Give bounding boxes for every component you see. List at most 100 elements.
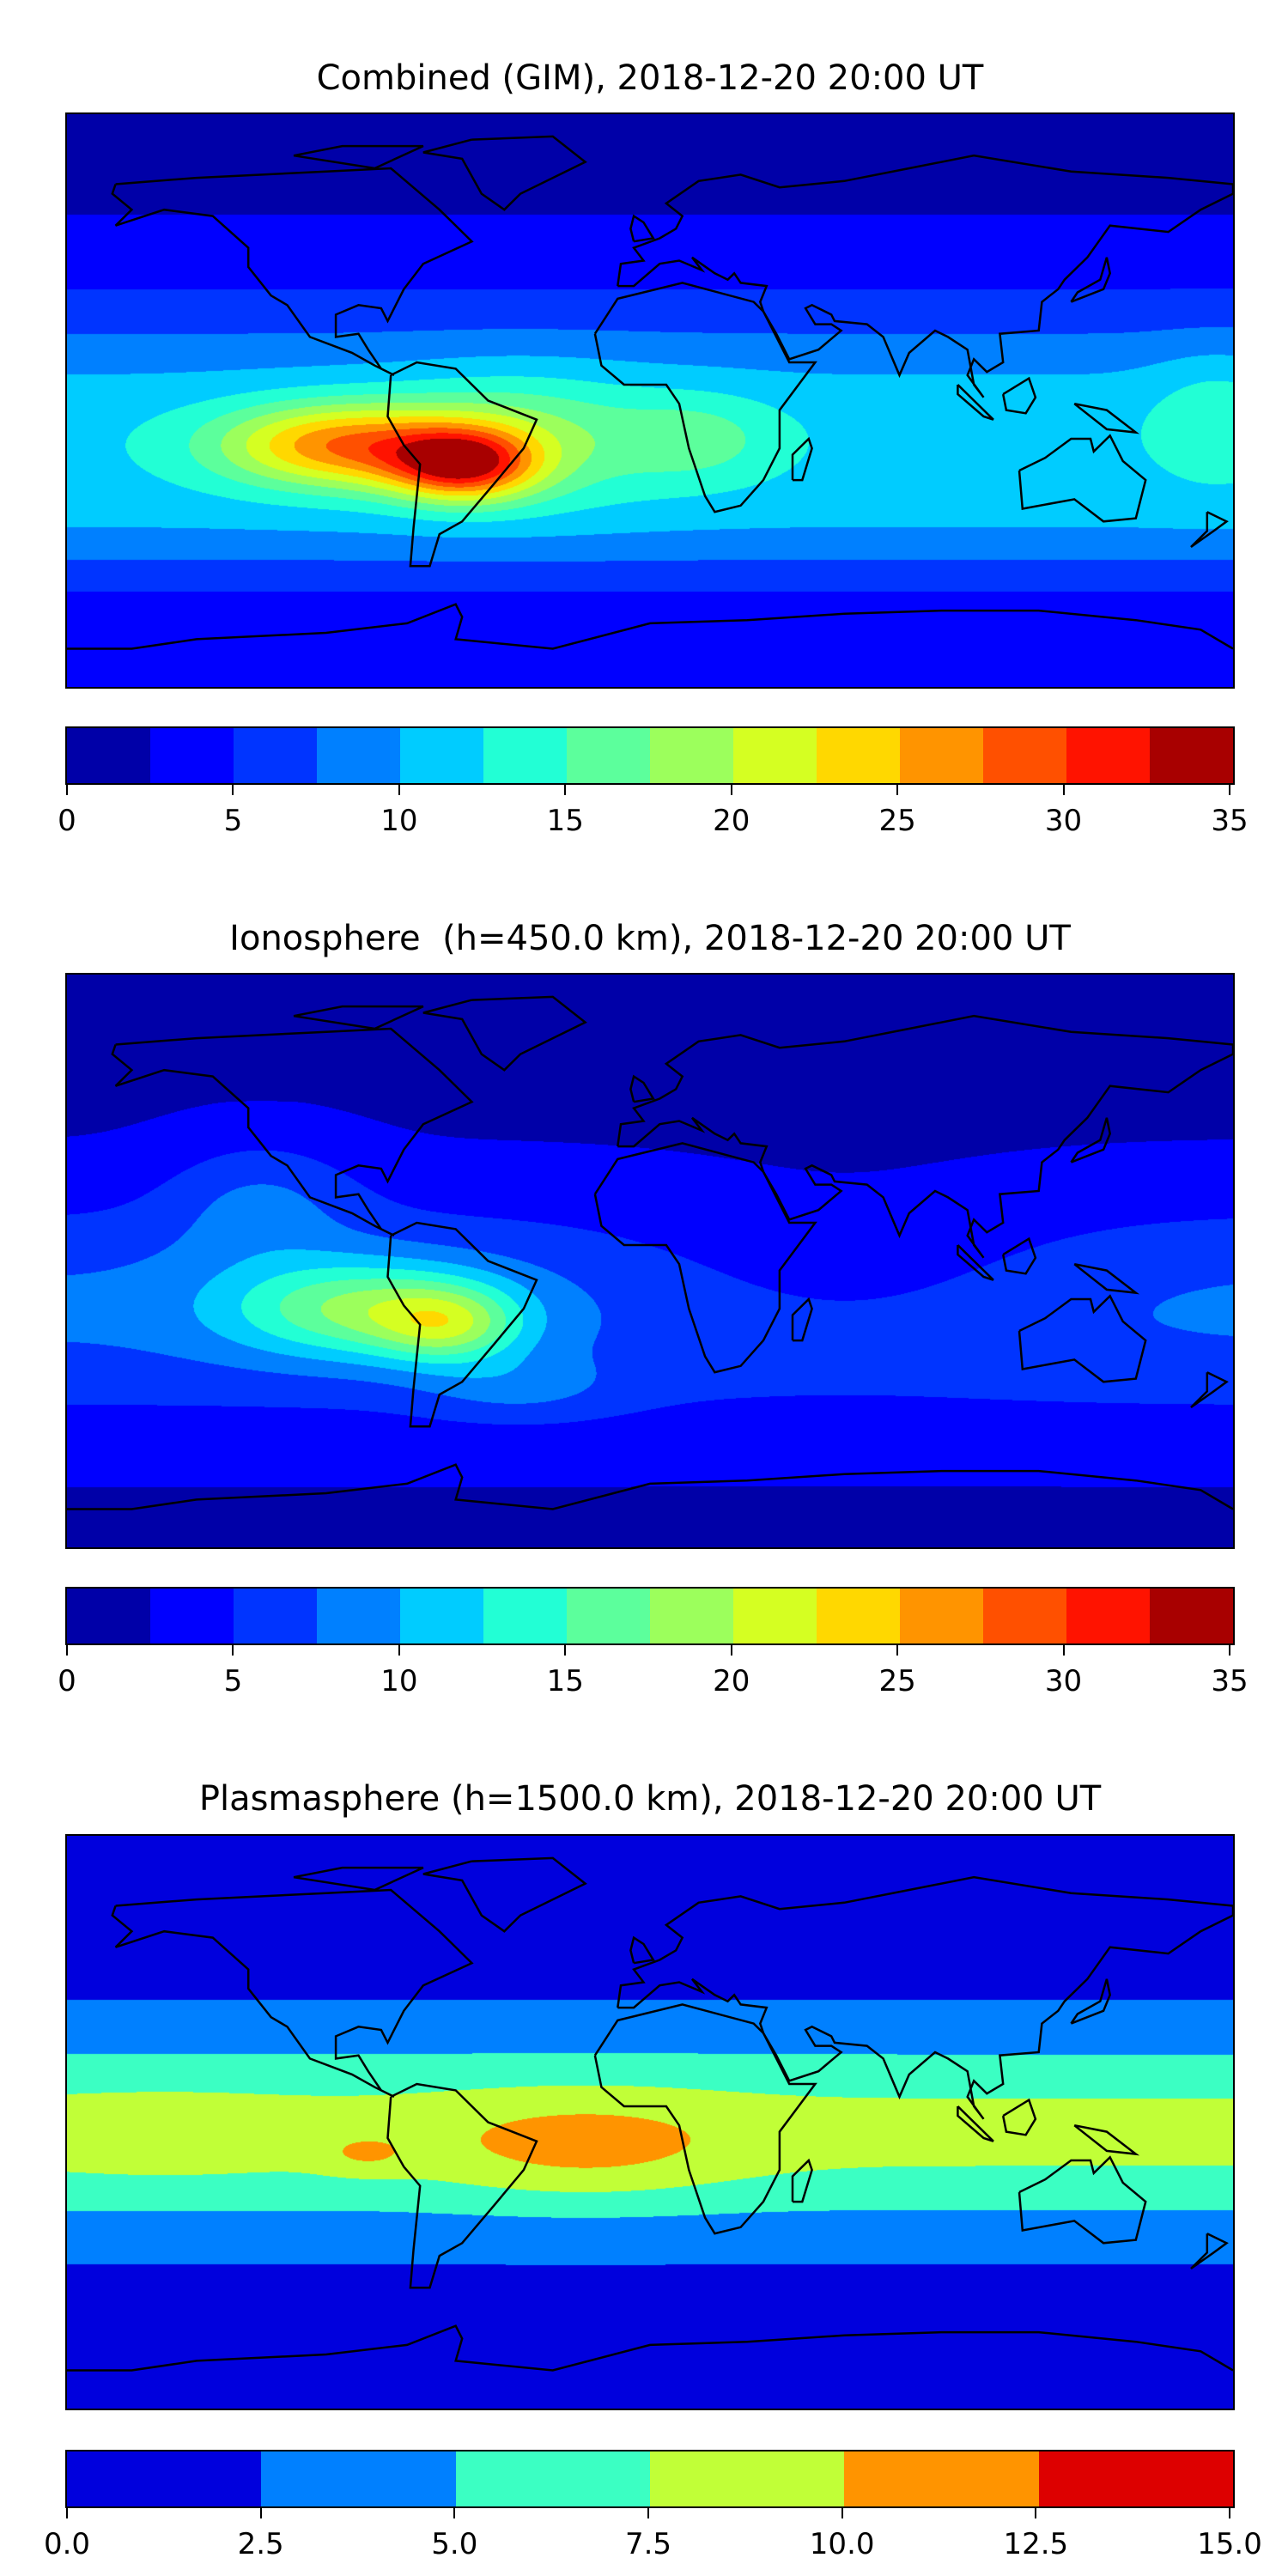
colorbar-segment [400,1589,483,1643]
coastline [67,603,1233,650]
coastline [1073,1262,1140,1295]
colorbar-segment [1038,2451,1233,2506]
contour-field [67,1836,1233,2409]
contour-field [67,114,1233,687]
coastline [617,1014,1233,1259]
map-frame [65,1834,1235,2410]
coastline [1070,1978,1112,2025]
colorbar-tick-label: 2.5 [237,2527,284,2561]
map-frame [65,973,1235,1549]
coastline [422,995,587,1072]
colorbar-segment [483,1589,567,1643]
colorbar-tick [66,783,68,795]
coastline [791,2158,813,2203]
coastline [422,1856,587,1933]
colorbar-segment [150,728,234,783]
colorbar-segment [733,1589,817,1643]
coastline [111,167,474,377]
colorbar-tick-label: 0 [58,1664,76,1698]
colorbar-segment [649,2451,845,2506]
colorbar-segment [1150,728,1233,783]
coastline [617,154,1233,398]
coastline [67,2324,1233,2372]
coastline [791,1297,813,1342]
coastline [1070,257,1112,303]
coastline [1001,1236,1037,1275]
coastline [629,1074,655,1103]
colorbar-tick [1035,2506,1037,2518]
colorbar-tick-label: 10 [380,1664,418,1698]
colorbar-tick [66,1643,68,1656]
coastline [386,361,538,568]
colorbar-segment [455,2451,650,2506]
map-ionosphere [65,973,1235,1549]
colorbar-segment [844,2451,1039,2506]
coastline [957,384,994,421]
colorbar-tick [1229,1643,1230,1656]
colorbar-tick-label: 20 [713,1664,750,1698]
colorbar-swatches [65,726,1235,785]
colorbar-tick-label: 10.0 [809,2527,875,2561]
coastline [1001,376,1037,415]
colorbar-segment [317,1589,400,1643]
colorbar-segment [67,1589,150,1643]
colorbar-segment [983,728,1066,783]
colorbar: 0 5 10 15 20 25 30 35 [58,1587,1249,1698]
coastline [293,1866,424,1892]
colorbar-tick-label: 0 [58,804,76,838]
coastline [111,1027,474,1237]
colorbar-segment [67,2451,262,2506]
coastline [593,2003,817,2235]
colorbar-tick-label: 35 [1211,1664,1249,1698]
colorbar-tick [1062,1643,1065,1656]
colorbar-tick [896,1643,899,1656]
colorbar-tick-label: 20 [713,804,750,838]
coastline [1001,2098,1037,2136]
colorbar-tick [730,1643,732,1656]
coastline [386,1221,538,1428]
colorbar-swatches [65,1587,1235,1645]
coastline [111,1888,474,2099]
coastline [1073,402,1140,434]
chart-title: Plasmasphere (h=1500.0 km), 2018-12-20 2… [198,1779,1102,1819]
coastline [422,135,587,211]
colorbar-segment [650,1589,733,1643]
colorbar-tick [398,1643,400,1656]
colorbar-segment [483,728,567,783]
coastline [957,1244,994,1281]
colorbar-segment [67,728,150,783]
coastline [593,282,817,513]
coastline [629,214,655,243]
colorbar-segment [234,728,317,783]
colorbar-tick [730,783,732,795]
coastline [617,1875,1233,2120]
map-plasmasphere [65,1834,1235,2410]
colorbar-tick-label: 15 [546,804,584,838]
colorbar-segment [567,728,650,783]
coastline [791,436,813,482]
coastline [593,1142,817,1374]
chart-title: Combined (GIM), 2018-12-20 20:00 UT [316,58,984,98]
colorbar-segment [900,1589,983,1643]
colorbar-tick [841,2506,843,2518]
coastline [1070,1117,1112,1163]
colorbar-tick-label: 5 [223,1664,243,1698]
coastline [1018,434,1147,523]
colorbar-tick-label: 0.0 [43,2527,91,2561]
coastline [1018,2155,1147,2245]
coastline [293,1005,424,1030]
colorbar-tick [1229,783,1230,795]
colorbar-tick [259,2506,262,2518]
coastline [386,2082,538,2289]
colorbar: 0 5 10 15 20 25 30 35 [58,726,1249,838]
coastline [1190,1371,1229,1409]
colorbar-segment [1150,1589,1233,1643]
coastline [1018,1294,1147,1383]
colorbar-tick-label: 5 [223,804,243,838]
colorbar-tick [232,1643,234,1656]
colorbar-segment [400,728,483,783]
colorbar-swatches [65,2450,1235,2508]
colorbar-tick [398,783,400,795]
colorbar-segment [317,728,400,783]
map-combined [65,112,1235,689]
